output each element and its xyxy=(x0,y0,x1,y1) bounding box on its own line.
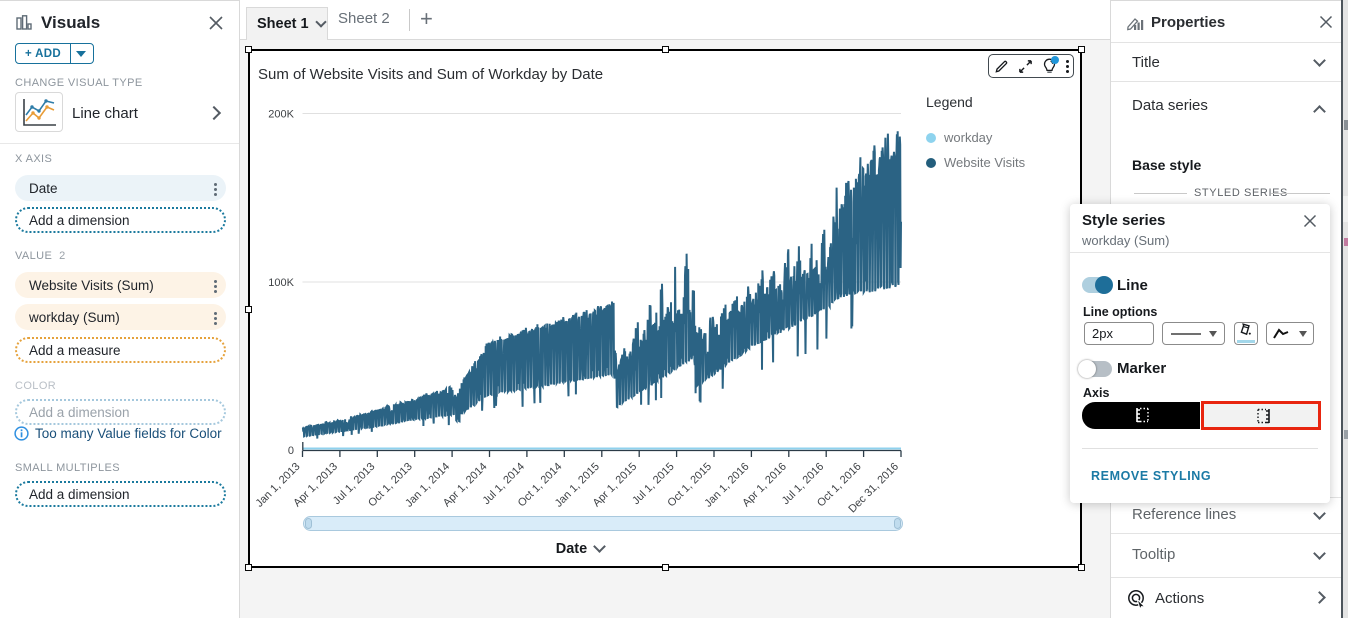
svg-text:100K: 100K xyxy=(268,277,294,289)
svg-text:0: 0 xyxy=(288,445,294,457)
svg-text:200K: 200K xyxy=(268,109,294,121)
